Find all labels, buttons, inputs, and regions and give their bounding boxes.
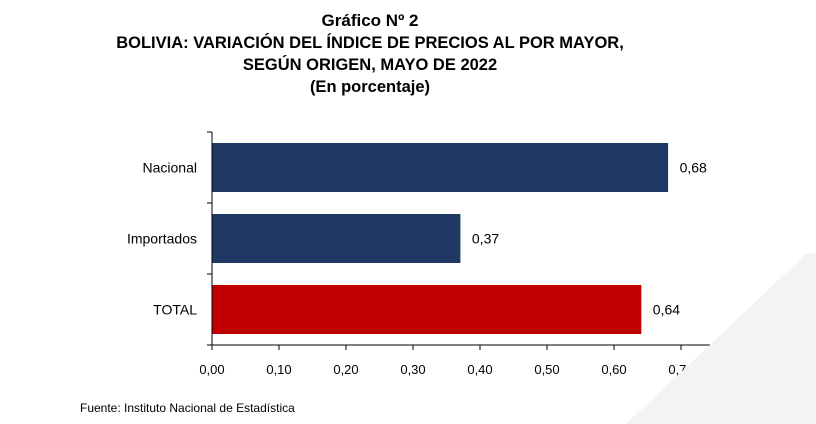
chart-unit: (En porcentaje) (309, 78, 431, 96)
data-label: 0,37 (472, 231, 499, 247)
x-tick-label: 0,10 (266, 362, 291, 377)
data-label: 0,64 (653, 302, 680, 318)
x-tick-label: 0,30 (400, 362, 425, 377)
chart-title-line2: SEGÚN ORIGEN, MAYO DE 2022 (242, 56, 498, 74)
x-tick-label: 0,40 (467, 362, 492, 377)
category-label: TOTAL (153, 302, 197, 318)
category-label: Nacional (143, 160, 197, 176)
bar-importados (212, 214, 461, 263)
source-note: Fuente: Instituto Nacional de Estadístic… (80, 401, 295, 415)
bar-nacional (212, 143, 669, 192)
x-tick-label: 0,60 (601, 362, 626, 377)
chart-number: Gráfico Nº 2 (321, 11, 419, 30)
bar-total (212, 285, 642, 334)
x-tick-label: 0,50 (534, 362, 559, 377)
decorative-background-shape (626, 252, 816, 424)
data-label: 0,68 (680, 160, 707, 176)
x-tick-label: 0,20 (333, 362, 358, 377)
category-label: Importados (127, 231, 197, 247)
x-tick-label: 0,00 (199, 362, 224, 377)
chart-title-block: Gráfico Nº 2 BOLIVIA: VARIACIÓN DEL ÍNDI… (0, 10, 740, 98)
chart-title-line1: BOLIVIA: VARIACIÓN DEL ÍNDICE DE PRECIOS… (116, 34, 624, 52)
